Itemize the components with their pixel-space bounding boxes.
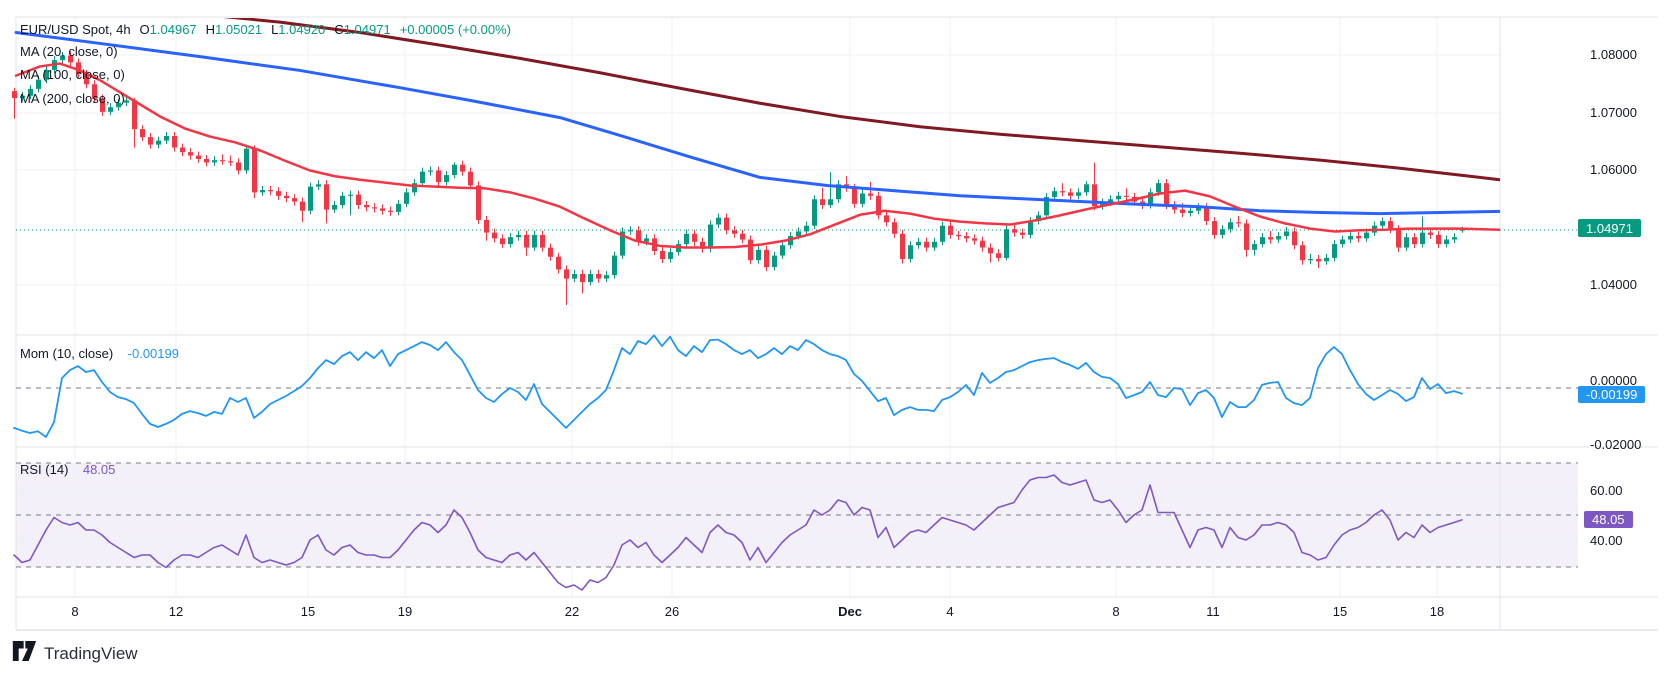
time-tick: 4 [946, 604, 954, 619]
rsi-label: RSI (14) [20, 462, 69, 477]
momentum-value: -0.00199 [127, 346, 179, 361]
tradingview-logo-icon [12, 640, 37, 667]
time-tick: 26 [664, 604, 680, 619]
ohlc-open: O1.04967 [139, 22, 197, 37]
tradingview-logo[interactable]: TradingView [12, 640, 138, 667]
ma20-label[interactable]: MA (20, close, 0) [20, 44, 118, 59]
time-tick: 19 [397, 604, 413, 619]
ohlc-high: H1.05021 [205, 22, 263, 37]
ma200-label[interactable]: MA (200, close, 0) [20, 91, 125, 106]
rsi-tick: 40.00 [1590, 533, 1623, 548]
ohlc-low: L1.04920 [271, 22, 326, 37]
rsi-tick: 60.00 [1590, 483, 1623, 498]
rsi-legend[interactable]: RSI (14) 48.05 [20, 461, 115, 479]
time-tick: 22 [564, 604, 580, 619]
ma100-label[interactable]: MA (100, close, 0) [20, 67, 125, 82]
price-change: +0.00005 (+0.00%) [399, 22, 511, 37]
time-tick: 12 [168, 604, 184, 619]
momentum-legend[interactable]: Mom (10, close) -0.00199 [20, 345, 179, 363]
time-tick: 15 [1332, 604, 1348, 619]
rsi-value: 48.05 [82, 462, 116, 477]
tradingview-logo-text: TradingView [44, 643, 138, 663]
time-tick: 11 [1206, 604, 1220, 619]
legend-main: EUR/USD Spot, 4h O1.04967 H1.05021 L1.04… [20, 22, 511, 37]
price-tick: 1.07000 [1590, 105, 1637, 120]
mom-tick: -0.02000 [1590, 437, 1642, 452]
current-price-badge: 1.04971 [1578, 219, 1641, 237]
time-tick: 18 [1429, 604, 1445, 619]
time-tick-month: Dec [838, 604, 862, 619]
ohlc-close: C1.04971 [334, 22, 391, 37]
rsi-badge: 48.05 [1584, 511, 1633, 528]
time-tick: 15 [300, 604, 316, 619]
mom-tick: 0.00000 [1590, 373, 1637, 388]
time-tick: 8 [71, 604, 79, 619]
price-tick: 1.08000 [1590, 47, 1637, 62]
time-tick: 8 [1112, 604, 1120, 619]
price-tick: 1.04000 [1590, 277, 1637, 292]
price-tick: 1.06000 [1590, 162, 1637, 177]
momentum-label: Mom (10, close) [20, 346, 114, 361]
momentum-badge: -0.00199 [1578, 386, 1646, 403]
symbol-title[interactable]: EUR/USD Spot, 4h [20, 22, 131, 37]
